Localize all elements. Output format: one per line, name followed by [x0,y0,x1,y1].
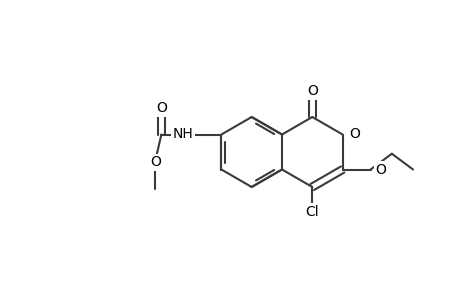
Text: O: O [375,163,386,176]
Text: O: O [150,155,161,170]
Text: O: O [306,84,317,98]
Text: O: O [156,101,167,116]
Text: O: O [349,128,360,142]
Text: Cl: Cl [305,205,319,219]
Text: NH: NH [172,128,193,142]
